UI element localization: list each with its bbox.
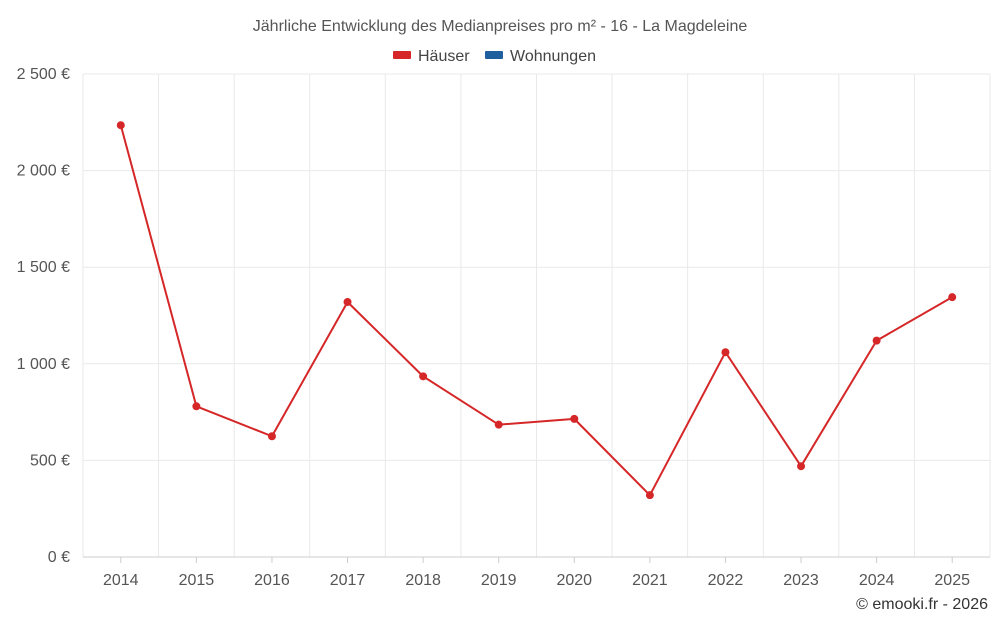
copyright-footer: © emooki.fr - 2026: [856, 596, 988, 613]
data-point[interactable]: [192, 402, 201, 411]
x-tick-label: 2015: [179, 572, 215, 589]
data-point[interactable]: [267, 432, 276, 441]
y-tick-label: 2 500 €: [17, 66, 70, 83]
x-tick-label: 2016: [254, 572, 290, 589]
data-point[interactable]: [872, 336, 881, 345]
y-tick-label: 500 €: [30, 452, 70, 469]
data-point[interactable]: [116, 121, 125, 130]
y-tick-label: 1 500 €: [17, 259, 70, 276]
chart-title: Jährliche Entwicklung des Medianpreises …: [253, 18, 748, 35]
x-tick-label: 2020: [556, 572, 592, 589]
legend-label-haeuser: Häuser: [418, 48, 470, 65]
series: [116, 121, 957, 500]
x-tick-label: 2019: [481, 572, 517, 589]
y-tick-label: 2 000 €: [17, 163, 70, 180]
axes: 0 € 500 € 1 000 € 1 500 € 2 000 € 2 500 € 2014…: [17, 66, 990, 589]
data-point[interactable]: [494, 420, 503, 429]
legend-item-haeuser[interactable]: Häuser: [393, 48, 470, 65]
y-tick-label: 0 €: [48, 549, 70, 566]
data-point[interactable]: [343, 297, 352, 306]
legend-swatch-wohnungen: [485, 51, 503, 59]
data-point[interactable]: [948, 293, 957, 302]
data-point[interactable]: [645, 491, 654, 500]
x-tick-label: 2021: [632, 572, 668, 589]
y-tick-label: 1 000 €: [17, 356, 70, 373]
x-tick-label: 2022: [708, 572, 744, 589]
data-point[interactable]: [419, 372, 428, 381]
data-point[interactable]: [797, 462, 806, 471]
x-tick-label: 2017: [330, 572, 366, 589]
x-tick-label: 2023: [783, 572, 819, 589]
grid: [82, 73, 991, 557]
x-tick-label: 2025: [934, 572, 970, 589]
x-tick-label: 2014: [103, 572, 139, 589]
legend[interactable]: Häuser Wohnungen: [393, 48, 596, 65]
x-tick-label: 2024: [859, 572, 895, 589]
x-tick-label: 2018: [405, 572, 441, 589]
data-point[interactable]: [721, 348, 730, 357]
legend-swatch-haeuser: [393, 51, 411, 59]
data-point[interactable]: [570, 414, 579, 423]
legend-label-wohnungen: Wohnungen: [510, 48, 596, 65]
legend-item-wohnungen[interactable]: Wohnungen: [485, 48, 596, 65]
series-line-0: [119, 124, 953, 497]
